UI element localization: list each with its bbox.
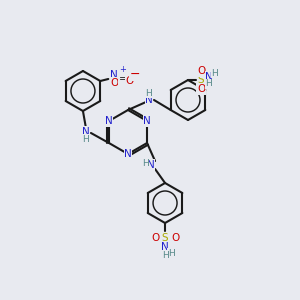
Text: =: = [119,74,128,84]
Text: O: O [197,66,205,76]
Text: N: N [147,160,155,170]
Text: −: − [130,68,140,80]
Text: O: O [151,233,159,243]
Text: N: N [82,127,90,137]
Text: N: N [143,116,151,126]
Text: H: H [206,80,212,88]
Text: H: H [82,134,89,143]
Text: O: O [197,84,205,94]
Text: N: N [105,116,113,126]
Text: O: O [110,78,118,88]
Text: N: N [124,149,132,159]
Text: O: O [171,233,179,243]
Text: N: N [110,70,118,80]
Text: +: + [119,65,126,74]
Text: O: O [125,76,134,86]
Text: N: N [145,95,153,105]
Text: S: S [162,233,168,243]
Text: N: N [161,242,169,252]
Text: H: H [168,248,174,257]
Text: H: H [212,68,218,77]
Text: H: H [146,88,152,98]
Text: N: N [205,72,213,82]
Text: H: H [162,250,168,260]
Text: S: S [198,75,204,85]
Text: H: H [142,160,148,169]
